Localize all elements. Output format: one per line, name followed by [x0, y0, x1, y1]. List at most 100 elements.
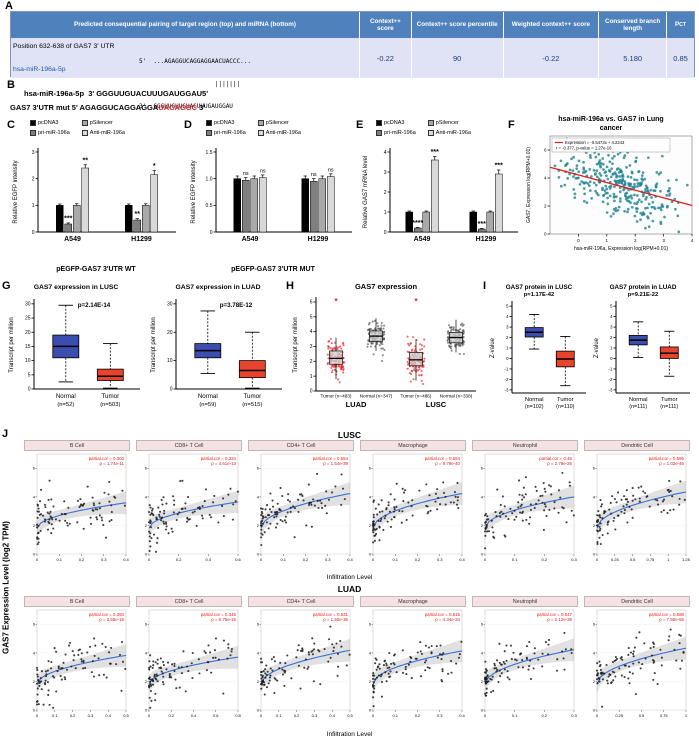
- svg-text:0: 0: [372, 713, 375, 718]
- svg-text:H1299: H1299: [308, 236, 329, 243]
- panel-d-xlabel: pEGFP-GAS7 3'UTR MUT: [231, 266, 315, 273]
- svg-text:2: 2: [634, 238, 637, 243]
- svg-text:Tumor: Tumor: [101, 393, 119, 400]
- svg-text:Transcript per million: Transcript per million: [151, 317, 157, 372]
- svg-text:2: 2: [310, 359, 313, 365]
- svg-text:partial.cor = 0.324: partial.cor = 0.324: [201, 456, 237, 461]
- i-lusc-pvalue: p=1.17E-42: [523, 292, 555, 298]
- svg-text:1: 1: [32, 203, 35, 209]
- svg-text:0: 0: [36, 557, 39, 562]
- pct-value: 0.85: [673, 53, 688, 63]
- svg-text:(n=52): (n=52): [57, 402, 74, 408]
- svg-text:0.8: 0.8: [235, 713, 241, 718]
- svg-text:0: 0: [28, 387, 31, 393]
- panel-g-label: G: [2, 280, 11, 292]
- svg-text:Normal: Normal: [56, 393, 76, 400]
- svg-text:***: ***: [64, 215, 72, 222]
- svg-text:0.1: 0.1: [56, 557, 62, 562]
- svg-text:Tumor (n=486): Tumor (n=486): [401, 394, 432, 399]
- panel-j-label: J: [2, 428, 9, 440]
- svg-text:0: 0: [170, 387, 173, 393]
- svg-text:4: 4: [310, 329, 313, 335]
- svg-text:20: 20: [167, 330, 173, 336]
- header-context-score: Context++ score: [360, 12, 412, 38]
- svg-text:-2: -2: [504, 377, 508, 382]
- svg-text:p = 6.75e-15: p = 6.75e-15: [211, 617, 236, 622]
- svg-text:30: 30: [25, 301, 31, 307]
- svg-text:LUAD: LUAD: [346, 400, 367, 409]
- legend-item: pcDNA3: [30, 118, 70, 127]
- j-subplot-luad-cd8-t-cell: CD8+ T Cell 0 2 4 6 0 0.2 0.4 0.6 0.8 partial.cor …: [136, 596, 242, 729]
- svg-text:0.1: 0.1: [512, 557, 518, 562]
- g-lusc-title: GAS7 expression in LUSC: [33, 284, 119, 291]
- svg-text:4: 4: [544, 176, 547, 181]
- svg-text:0.4: 0.4: [191, 713, 197, 718]
- pairing-bars: |||||||: [139, 80, 241, 88]
- svg-text:0.6: 0.6: [235, 557, 241, 562]
- legend-item: Anti-miR-196a: [427, 128, 471, 137]
- svg-text:0.2: 0.2: [176, 557, 182, 562]
- svg-text:*: *: [153, 163, 156, 170]
- conserved-branch-value: 5.180: [599, 38, 668, 78]
- panel-c-legend: pcDNA3 pri-miR-196a pSilencer Anti-miR-1…: [30, 118, 125, 137]
- legend-item: pSilencer: [257, 118, 301, 127]
- svg-text:partial.cor = 0.595: partial.cor = 0.595: [649, 456, 685, 461]
- svg-text:0: 0: [257, 707, 260, 712]
- svg-text:0.3: 0.3: [571, 557, 577, 562]
- svg-text:0.75: 0.75: [647, 557, 656, 562]
- svg-text:partial.cor = 0.554: partial.cor = 0.554: [425, 456, 461, 461]
- j-subplot-header: B Cell: [24, 596, 130, 607]
- svg-text:0.5: 0.5: [206, 203, 213, 209]
- target-prediction-table: Predicted consequential pairing of targe…: [10, 11, 695, 110]
- svg-text:0: 0: [310, 389, 313, 395]
- svg-text:hsa-miR-196a, Expression log(R: hsa-miR-196a, Expression log(RPM+0.01): [574, 246, 668, 252]
- svg-text:2: 2: [33, 523, 36, 528]
- svg-text:***: ***: [495, 163, 503, 170]
- j-subplot-header: CD4+ T Cell: [248, 440, 354, 451]
- svg-text:2: 2: [369, 523, 372, 528]
- svg-text:0.1: 0.1: [276, 713, 282, 718]
- svg-text:Relative GAS7 mRNA level: Relative GAS7 mRNA level: [363, 156, 369, 228]
- svg-text:0.5: 0.5: [630, 557, 636, 562]
- svg-text:6: 6: [544, 148, 547, 153]
- svg-text:0: 0: [145, 707, 148, 712]
- svg-text:0.1: 0.1: [280, 557, 286, 562]
- header-pairing: Predicted consequential pairing of targe…: [11, 12, 360, 38]
- i-luad-pvalue: p=9.21E-22: [627, 292, 659, 298]
- svg-text:4: 4: [610, 314, 613, 319]
- j-subplot-header: Neutrophil: [472, 440, 578, 451]
- legend-swatch: [81, 119, 88, 126]
- j-row-lusc-title: LUSC: [337, 430, 362, 440]
- svg-text:0.1: 0.1: [512, 713, 518, 718]
- legend-swatch: [81, 129, 88, 136]
- svg-text:3: 3: [310, 344, 313, 350]
- svg-text:0: 0: [481, 551, 484, 556]
- svg-text:2: 2: [593, 679, 596, 684]
- svg-text:1: 1: [606, 238, 609, 243]
- table-body-row: Position 632-638 of GAS7 3' UTR hsa-miR-…: [11, 38, 694, 110]
- legend-item: pri-miR-196a: [30, 128, 70, 137]
- j-subplot-header: CD8+ T Cell: [136, 596, 242, 607]
- svg-text:p = 7.58e-56: p = 7.58e-56: [659, 617, 684, 622]
- svg-text:0.1: 0.1: [392, 557, 398, 562]
- panel-g-luad: GAS7 expression in LUAD 0 10 20 30 Transcrip…: [148, 284, 288, 432]
- svg-text:partial.cor = 0.547: partial.cor = 0.547: [537, 612, 573, 617]
- j-subplot-luad-dendritic-cell: Dendritic Cell 0 2 4 6 0 0.25 0.5 0.75 1 partial.c…: [584, 596, 690, 729]
- svg-text:r = -0.377, p-value = 1.27e-16: r = -0.377, p-value = 1.27e-16: [556, 146, 612, 151]
- svg-text:1.0: 1.0: [206, 176, 213, 182]
- svg-text:15: 15: [25, 344, 31, 350]
- svg-text:1.25: 1.25: [682, 557, 691, 562]
- svg-text:0: 0: [384, 230, 387, 236]
- mirna-name-link[interactable]: hsa-miR-196a-5p: [13, 66, 66, 73]
- svg-text:p = 4.34e-34: p = 4.34e-34: [435, 617, 460, 622]
- svg-text:2: 2: [481, 679, 484, 684]
- svg-text:p = 1.54e-39: p = 1.54e-39: [323, 461, 348, 466]
- panel-j: GAS7 Expression Level (log2 TPM) LUSC B …: [0, 430, 699, 747]
- svg-text:-3: -3: [504, 387, 508, 392]
- svg-text:0: 0: [33, 551, 36, 556]
- mirna-sequence-line: hsa-miR-196a-5p 3' GGGUUGUACUUUGAUGGAU5': [24, 89, 209, 98]
- svg-text:Relative EGFP intensity: Relative EGFP intensity: [191, 160, 197, 223]
- panel-d: pcDNA3 pri-miR-196a pSilencer Anti-miR-1…: [188, 118, 358, 278]
